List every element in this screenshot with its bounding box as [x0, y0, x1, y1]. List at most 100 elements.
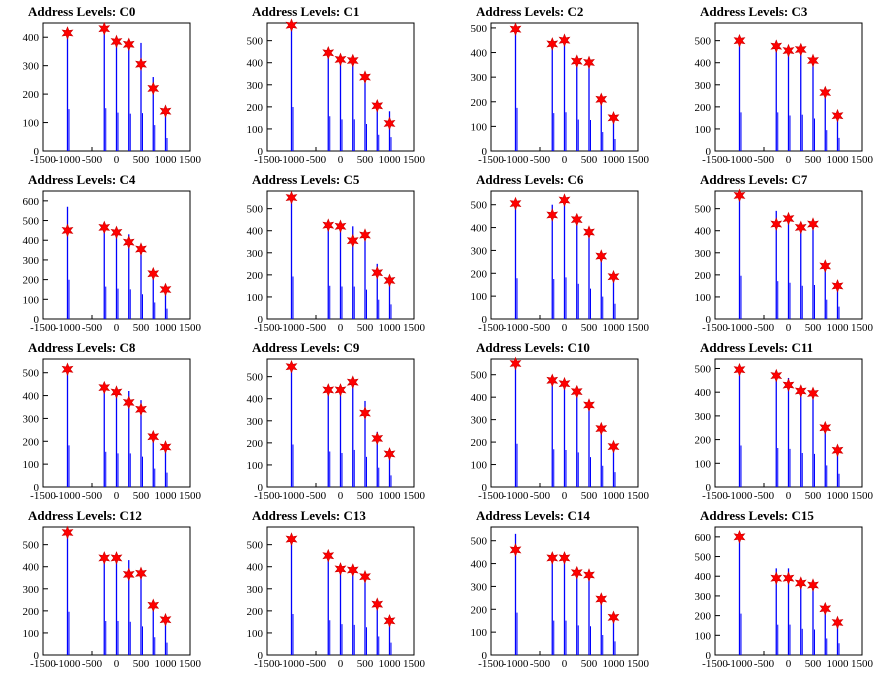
- peak-marker: [110, 385, 123, 399]
- peak-marker: [98, 380, 111, 395]
- peak-marker: [509, 356, 522, 371]
- y-tick-label: 200: [23, 436, 40, 448]
- peak-marker: [607, 610, 620, 625]
- x-tick-label: 0: [562, 154, 568, 166]
- peak-marker: [595, 92, 608, 107]
- peak-marker: [607, 110, 620, 125]
- y-tick-label: 100: [23, 459, 40, 471]
- x-tick-label: -1000: [503, 154, 529, 166]
- chart-plot: 0 100 200 300 400 500 -1500-1000 -500 0 500 1000 15…: [23, 525, 202, 670]
- peak-marker: [831, 108, 844, 123]
- peak-marker: [819, 85, 832, 100]
- peak-marker: [570, 384, 583, 399]
- chart-plot: 0 100 200 300 400 500 -1500-1000 -500 0 500 1000 15…: [247, 526, 426, 670]
- x-tick-label: -1000: [55, 658, 81, 670]
- y-tick-label: 100: [695, 292, 712, 304]
- x-tick-label: 500: [805, 322, 822, 334]
- y-tick-label: 600: [695, 532, 712, 544]
- x-tick-label: 500: [133, 490, 150, 502]
- y-tick-label: 500: [695, 204, 712, 216]
- x-tick-label: -1000: [503, 490, 529, 502]
- x-tick-label: -500: [82, 322, 103, 334]
- y-tick-label: 100: [471, 121, 488, 133]
- x-tick-label: -1500: [702, 322, 728, 334]
- chart-title: Address Levels: C13: [252, 508, 366, 523]
- peak-marker: [322, 218, 335, 233]
- x-tick-label: 0: [786, 490, 792, 502]
- chart-panel-c4: Address Levels: C4 0 100 200 300 400 500 600 -15…: [0, 172, 224, 341]
- x-tick-label: 1000: [603, 490, 626, 502]
- y-tick-label: 400: [247, 58, 264, 70]
- chart-plot: 0 100 200 300 400 500 -1500-1000 -500 0 500 1000 15…: [247, 18, 426, 166]
- peak-marker: [770, 571, 783, 586]
- x-tick-label: -500: [754, 322, 775, 334]
- y-tick-label: 500: [695, 552, 712, 564]
- x-tick-label: 500: [357, 658, 374, 670]
- x-tick-label: -1000: [279, 154, 305, 166]
- peak-marker: [285, 190, 298, 205]
- peak-marker: [807, 217, 819, 231]
- x-tick-label: -1000: [55, 322, 81, 334]
- x-tick-label: 1000: [379, 154, 402, 166]
- peak-marker: [371, 99, 384, 113]
- y-tick-label: 0: [34, 146, 40, 158]
- peak-marker: [122, 395, 135, 410]
- peak-marker: [61, 26, 74, 40]
- y-tick-label: 500: [23, 540, 40, 552]
- peak-marker: [122, 567, 135, 582]
- peak-marker: [807, 578, 819, 592]
- peak-marker: [122, 235, 135, 250]
- y-tick-label: 300: [23, 61, 40, 73]
- peak-marker: [159, 440, 172, 454]
- y-tick-label: 400: [695, 387, 712, 399]
- x-tick-label: 500: [357, 490, 374, 502]
- y-tick-label: 400: [695, 226, 712, 238]
- y-tick-label: 400: [471, 223, 488, 235]
- x-tick-label: -1000: [55, 490, 81, 502]
- peak-marker: [98, 220, 111, 235]
- peak-marker: [135, 402, 147, 417]
- peak-marker: [583, 568, 595, 582]
- y-tick-label: 400: [247, 226, 264, 238]
- x-tick-label: 1500: [627, 154, 650, 166]
- peak-marker: [595, 592, 608, 606]
- y-tick-label: 200: [471, 604, 488, 616]
- y-tick-label: 400: [471, 559, 488, 571]
- x-tick-label: 0: [338, 154, 344, 166]
- y-tick-label: 100: [471, 291, 488, 303]
- x-tick-label: 1000: [603, 322, 626, 334]
- x-tick-label: -1500: [254, 154, 280, 166]
- y-tick-label: 0: [34, 650, 40, 662]
- x-tick-label: -1000: [727, 490, 753, 502]
- chart-panel-c8: Address Levels: C8 0 100 200 300 400 500 -1500-…: [0, 340, 224, 509]
- y-tick-label: 200: [247, 270, 264, 282]
- chart-title: Address Levels: C3: [700, 4, 808, 19]
- x-tick-label: 1500: [627, 490, 650, 502]
- x-tick-label: 1500: [179, 658, 202, 670]
- peak-marker: [285, 532, 298, 546]
- y-tick-label: 100: [695, 458, 712, 470]
- x-tick-label: -1500: [30, 658, 56, 670]
- chart-panel-c9: Address Levels: C9 0 100 200 300 400 500 -1500-…: [224, 340, 448, 509]
- chart-panel-c6: Address Levels: C6 0 100 200 300 400 500 -1500-…: [448, 172, 672, 341]
- peak-marker: [61, 223, 74, 238]
- chart-plot: 0 100 200 300 400 500 -1500-1000 -500 0 500 1000 15…: [695, 358, 874, 502]
- peak-marker: [371, 265, 384, 280]
- chart-plot: 0 100 200 300 400 500 -1500-1000 -500 0 500 1000 15…: [247, 358, 426, 502]
- x-tick-label: -1500: [702, 658, 728, 670]
- peak-marker: [770, 39, 783, 54]
- peak-marker: [110, 225, 123, 240]
- y-tick-label: 300: [471, 72, 488, 84]
- x-tick-label: -500: [530, 658, 551, 670]
- peak-marker: [770, 368, 783, 383]
- x-tick-label: 1000: [827, 154, 850, 166]
- y-tick-label: 0: [482, 650, 488, 662]
- peak-marker: [570, 54, 583, 69]
- x-tick-label: -500: [306, 154, 327, 166]
- y-tick-label: 100: [695, 630, 712, 642]
- y-tick-label: 100: [23, 294, 40, 306]
- x-tick-label: -1500: [702, 490, 728, 502]
- chart-plot: 0 100 200 300 400 500 600 -1500-1000 -500 0 500 100…: [23, 190, 202, 334]
- y-tick-label: 100: [695, 124, 712, 136]
- peak-marker: [583, 398, 595, 412]
